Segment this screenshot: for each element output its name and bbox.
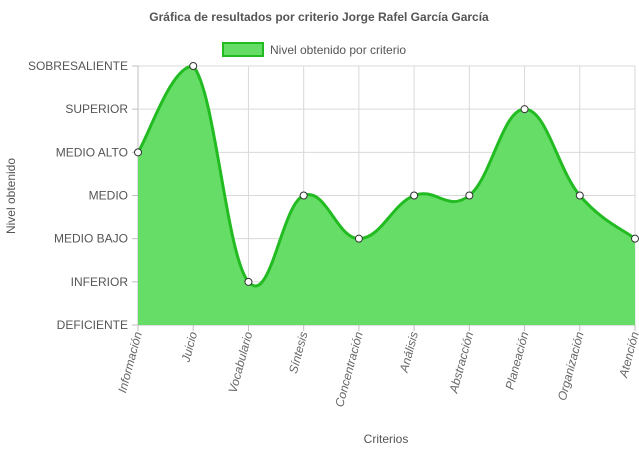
data-point-10[interactable] xyxy=(631,234,639,243)
x-tick-label: Síntesis xyxy=(286,330,311,375)
data-point-6[interactable] xyxy=(410,191,419,200)
data-point-2[interactable] xyxy=(189,62,198,70)
x-tick-label: Atención xyxy=(616,330,639,380)
x-tick-label: Vocabulario xyxy=(226,330,256,395)
x-axis-ticks: Información Juicio Vocabulario Síntesis Conc… xyxy=(115,330,639,409)
y-tick-label: MEDIO xyxy=(89,189,128,203)
data-point-4[interactable] xyxy=(299,191,308,200)
data-point-7[interactable] xyxy=(465,191,474,200)
y-tick-label: MEDIO ALTO xyxy=(56,145,128,159)
x-tick-label: Juicio xyxy=(178,330,200,365)
x-tick-label: Planeación xyxy=(503,330,532,391)
y-tick-label: DEFICIENTE xyxy=(57,318,128,332)
legend-swatch xyxy=(222,42,264,57)
x-tick-label: Análisis xyxy=(397,330,421,375)
y-tick-label: SUPERIOR xyxy=(65,102,128,116)
series-points xyxy=(134,62,639,286)
y-tick-label: SOBRESALIENTE xyxy=(28,59,128,73)
y-axis-label: Nivel obtenido xyxy=(4,158,18,234)
data-point-3[interactable] xyxy=(244,277,253,286)
y-tick-label: MEDIO BAJO xyxy=(54,232,128,246)
chart-title: Gráfica de resultados por criterio Jorge… xyxy=(149,10,489,24)
x-tick-label: Información xyxy=(115,330,145,394)
series-fill xyxy=(138,66,635,325)
data-point-1[interactable] xyxy=(134,148,142,157)
legend[interactable]: Nivel obtenido por criterio xyxy=(222,42,406,57)
y-tick-label: INFERIOR xyxy=(71,275,129,289)
data-point-8[interactable] xyxy=(520,105,529,114)
x-tick-label: Abstracción xyxy=(446,330,476,395)
data-point-9[interactable] xyxy=(575,191,584,200)
x-tick-label: Organización xyxy=(555,330,587,402)
legend-label: Nivel obtenido por criterio xyxy=(270,43,406,57)
y-axis-ticks: DEFICIENTE INFERIOR MEDIO BAJO MEDIO MEDIO A… xyxy=(28,59,128,332)
x-tick-label: Concentración xyxy=(332,330,366,409)
data-point-5[interactable] xyxy=(354,234,363,243)
x-axis-label: Criterios xyxy=(364,432,409,446)
